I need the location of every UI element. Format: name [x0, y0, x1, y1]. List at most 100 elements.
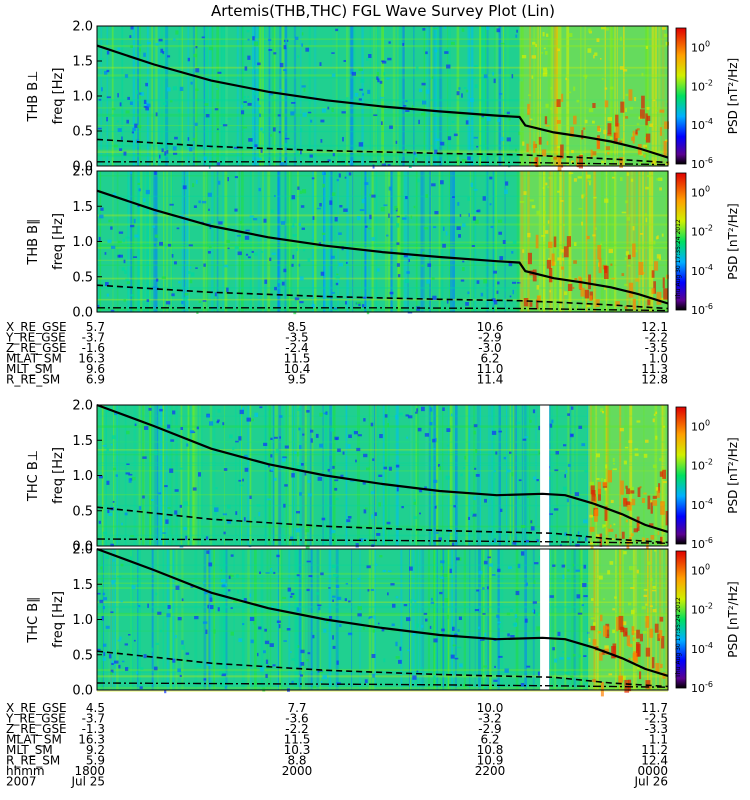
- spectrogram-band: [97, 613, 668, 615]
- spectrogram-speckle: [245, 253, 249, 256]
- wave-power-patch: [590, 485, 595, 495]
- spectrogram-streak: [440, 549, 443, 690]
- wave-power-patch: [628, 282, 634, 298]
- spectrogram-speckle: [181, 180, 184, 183]
- spectrogram-streak: [164, 26, 168, 166]
- ephemeris-value: -2.2: [645, 331, 668, 345]
- ephemeris-value: -3.6: [285, 712, 308, 726]
- spectrogram-streak: [532, 549, 535, 690]
- spectrogram-speckle: [590, 617, 596, 620]
- spectrogram-streak: [311, 405, 314, 546]
- spectrogram-band: [97, 287, 668, 289]
- spectrogram-speckle: [217, 409, 221, 413]
- spectrogram-streak: [572, 549, 575, 690]
- spectrogram-speckle: [516, 282, 521, 284]
- spectrogram-speckle: [381, 163, 386, 166]
- spectrogram-speckle: [576, 594, 581, 599]
- spectrogram-speckle: [395, 140, 398, 144]
- spectrogram-speckle: [421, 406, 425, 412]
- spectrogram-speckle: [655, 109, 658, 112]
- spectrogram-speckle: [105, 555, 110, 559]
- spectrogram-streak: [188, 405, 191, 546]
- spectrogram-speckle: [99, 58, 104, 60]
- spectrogram-speckle: [117, 128, 122, 132]
- colorbar-tick-label: 10-4: [691, 497, 713, 512]
- spectrogram-speckle: [653, 413, 656, 416]
- spectrogram-speckle: [649, 123, 653, 127]
- spectrogram-speckle: [570, 160, 574, 164]
- ephemeris-value: 11.7: [641, 701, 668, 715]
- ephemeris-value: 10.6: [477, 320, 504, 334]
- spectrogram-speckle: [291, 680, 294, 684]
- spectrogram-speckle: [413, 631, 416, 636]
- spectrogram-speckle: [302, 248, 306, 252]
- spectrogram-speckle: [246, 29, 250, 33]
- spectrogram-streak: [452, 171, 455, 312]
- spectrogram-speckle: [533, 476, 537, 480]
- spectrogram-speckle: [180, 427, 183, 430]
- spectrogram-speckle: [305, 47, 310, 52]
- spectrogram-speckle: [403, 604, 408, 607]
- spectrogram-speckle: [592, 154, 597, 157]
- spectrogram-speckle: [471, 511, 474, 516]
- spectrogram-speckle: [582, 583, 587, 588]
- spectrogram-speckle: [439, 591, 443, 595]
- spectrogram-streak: [288, 549, 291, 690]
- spectrogram-speckle: [508, 566, 512, 569]
- spectrogram-band: [97, 308, 668, 311]
- spectrogram-speckle: [552, 647, 555, 651]
- spectrogram-band: [97, 247, 668, 249]
- wave-power-patch: [578, 155, 583, 169]
- spectrogram-speckle: [195, 68, 200, 73]
- spectrogram-speckle: [344, 598, 347, 602]
- spectrogram-speckle: [102, 445, 107, 447]
- spectrogram-speckle: [202, 300, 207, 302]
- spectrogram-speckle: [611, 176, 615, 179]
- spectrogram-streak: [469, 549, 471, 690]
- spectrogram-band: [97, 195, 668, 197]
- panel-label: THB B⊥: [26, 70, 41, 122]
- spectrogram-speckle: [568, 33, 573, 37]
- spectrogram-streak: [451, 549, 453, 690]
- spectrogram-speckle: [434, 49, 438, 53]
- spectrogram-speckle: [318, 606, 321, 611]
- wave-power-patch: [620, 101, 625, 113]
- spectrogram-speckle: [208, 208, 210, 211]
- wave-power-patch: [608, 528, 614, 532]
- spectrogram-speckle: [534, 562, 539, 565]
- spectrogram-speckle: [252, 218, 258, 221]
- spectrogram-speckle: [99, 214, 104, 219]
- spectrogram-speckle: [110, 443, 113, 446]
- spectrogram-streak: [392, 26, 396, 166]
- ephemeris-value: 8.5: [287, 320, 306, 334]
- spectrogram-speckle: [531, 55, 536, 59]
- spectrogram-speckle: [404, 149, 407, 152]
- spectrogram-speckle: [398, 659, 402, 664]
- floor-frequency-line: [96, 682, 669, 688]
- spectrogram-streak: [397, 171, 401, 312]
- spectrogram-streak: [492, 171, 494, 312]
- spectrogram-speckle: [240, 104, 243, 109]
- spectrogram-speckle: [405, 196, 408, 200]
- spectrogram-speckle: [519, 201, 525, 203]
- spectrogram-speckle: [182, 185, 187, 190]
- spectrogram-streak: [388, 405, 390, 546]
- spectrogram-speckle: [624, 283, 628, 286]
- spectrogram-speckle: [625, 200, 628, 204]
- spectrogram-speckle: [171, 254, 174, 258]
- spectrogram-speckle: [578, 207, 583, 210]
- spectrogram-streak: [658, 26, 661, 166]
- spectrogram-speckle: [416, 408, 419, 412]
- spectrogram-streak: [178, 26, 181, 166]
- spectrogram-speckle: [139, 686, 143, 689]
- wave-power-patch: [544, 116, 548, 125]
- spectrogram-speckle: [295, 150, 299, 155]
- spectrogram-speckle: [511, 472, 514, 477]
- spectrogram-streak: [603, 405, 607, 546]
- spectrogram-band: [97, 601, 668, 603]
- spectrogram-speckle: [186, 443, 189, 447]
- spectrogram-streak: [467, 26, 471, 166]
- spectrogram-speckle: [542, 72, 548, 77]
- spectrogram-speckle: [193, 53, 198, 58]
